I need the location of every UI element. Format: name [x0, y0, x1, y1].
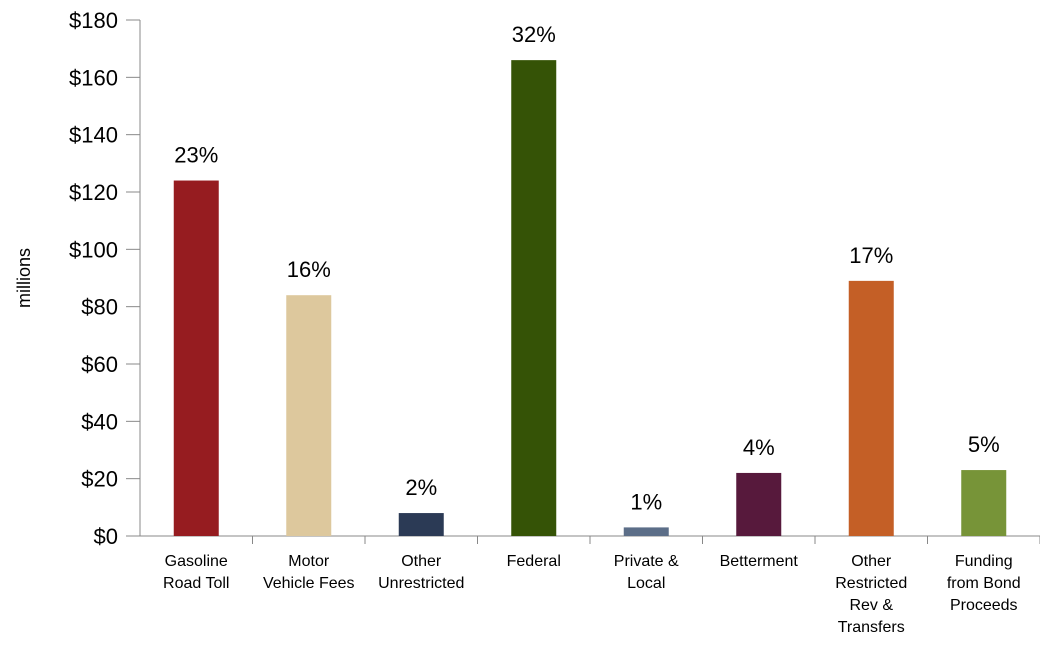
data-label: 5% — [968, 432, 1000, 457]
y-tick-label: $40 — [81, 409, 118, 434]
y-tick-label: $60 — [81, 352, 118, 377]
category-label-line: Federal — [507, 553, 561, 570]
category-label-line: Unrestricted — [378, 575, 464, 592]
chart-axes: $0 $20 $40 $60 $80 $100 $120 $140 $160 $180 — [69, 8, 1040, 549]
category-label-line: Betterment — [720, 553, 799, 570]
category-label-line: Private & — [614, 553, 679, 570]
data-label: 2% — [405, 475, 437, 500]
category-label-line: Restricted — [835, 575, 907, 592]
data-label: 17% — [849, 243, 893, 268]
data-label: 32% — [512, 22, 556, 47]
bar — [961, 470, 1007, 536]
category-label-line: Gasoline — [165, 553, 228, 570]
data-label: 1% — [630, 489, 662, 514]
y-tick-label: $0 — [94, 524, 118, 549]
y-tick-label: $180 — [69, 8, 118, 33]
category-label-line: Rev & — [849, 597, 893, 614]
y-tick-label: $20 — [81, 467, 118, 492]
category-label: Gasoline Road Toll — [163, 553, 229, 592]
y-tick-label: $80 — [81, 295, 118, 320]
category-label-line: Funding — [955, 553, 1013, 570]
category-label: Other Unrestricted — [378, 553, 464, 592]
data-label: 16% — [287, 257, 331, 282]
bar — [848, 280, 894, 536]
category-label: Private & Local — [614, 553, 679, 592]
category-label-line: Vehicle Fees — [263, 575, 355, 592]
bar — [398, 513, 444, 536]
category-label-line: Other — [401, 553, 442, 570]
bar — [736, 472, 782, 536]
data-label: 4% — [743, 435, 775, 460]
category-label-line: Motor — [288, 553, 330, 570]
y-axis-label: millions — [14, 248, 34, 308]
category-label-line: Road Toll — [163, 575, 229, 592]
category-label-line: Other — [851, 553, 892, 570]
data-label: 23% — [174, 143, 218, 168]
category-label: Federal — [507, 553, 561, 570]
bar — [511, 60, 557, 537]
y-tick-label: $120 — [69, 180, 118, 205]
category-label-line: Local — [627, 575, 665, 592]
y-tick-label: $160 — [69, 65, 118, 90]
chart-bars — [173, 60, 1007, 537]
y-tick-label: $140 — [69, 123, 118, 148]
chart-labels: millions 23% Gasoline Road Toll 16% Motor Vehi… — [14, 22, 1021, 636]
category-label-line: from Bond — [947, 575, 1021, 592]
category-label: Funding from Bond Proceeds — [947, 553, 1021, 614]
bar — [623, 527, 669, 536]
category-label: Betterment — [720, 553, 799, 570]
bar — [286, 295, 332, 536]
y-tick-label: $100 — [69, 237, 118, 262]
category-label: Other Restricted Rev & Transfers — [835, 553, 907, 636]
category-label: Motor Vehicle Fees — [263, 553, 355, 592]
category-label-line: Proceeds — [950, 597, 1018, 614]
bar — [173, 180, 219, 537]
category-label-line: Transfers — [838, 619, 905, 636]
